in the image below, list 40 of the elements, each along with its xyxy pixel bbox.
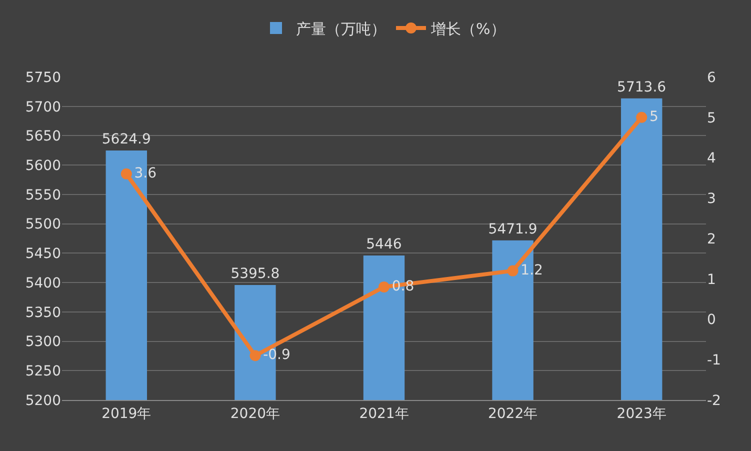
- y-tick-label: 5550: [25, 187, 61, 204]
- legend-label: 产量（万吨）: [296, 20, 386, 38]
- legend-label: 增长（%）: [430, 20, 506, 38]
- point: [507, 265, 518, 276]
- y-tick-label: 5450: [25, 246, 61, 262]
- data-label: 5395.8: [230, 266, 280, 282]
- y2-tick-label: 2: [707, 231, 716, 248]
- y2-tick-label: 4: [707, 150, 716, 167]
- data-label: 5: [649, 108, 658, 125]
- x-tick-label: 2023年: [616, 406, 666, 422]
- y-tick-label: 5500: [25, 216, 61, 233]
- data-label: 0.8: [392, 278, 414, 294]
- y2-tick-label: 0: [707, 312, 716, 328]
- y2-tick-label: 6: [707, 70, 716, 86]
- y2-tick-label: -2: [707, 392, 721, 409]
- y-tick-label: 5600: [25, 158, 61, 174]
- y2-tick-label: 3: [707, 191, 716, 208]
- y2-tick-label: -1: [707, 352, 721, 369]
- point: [378, 281, 390, 292]
- x-tick-label: 2022年: [488, 406, 538, 422]
- data-label: 5471.9: [488, 221, 538, 238]
- data-label: 5446: [366, 236, 402, 253]
- y2-tick-label: 1: [707, 272, 716, 288]
- y-tick-label: 5250: [25, 364, 61, 380]
- y-tick-label: 5350: [25, 304, 61, 321]
- data-label: 5624.9: [102, 131, 151, 148]
- y2-tick-label: 5: [707, 110, 716, 126]
- y-tick-label: 5750: [25, 70, 61, 86]
- y-tick-label: 5700: [25, 99, 61, 116]
- x-tick-label: 2019年: [102, 406, 152, 422]
- point: [636, 112, 648, 123]
- y-tick-label: 5650: [25, 128, 61, 145]
- x-tick-label: 2020年: [230, 406, 280, 422]
- data-label: 5713.6: [617, 79, 666, 96]
- x-tick-label: 2021年: [359, 406, 409, 422]
- point: [250, 350, 261, 362]
- y-tick-label: 5200: [25, 392, 61, 409]
- y-tick-label: 5400: [25, 275, 61, 292]
- y-tick-label: 5300: [25, 334, 61, 350]
- point: [120, 168, 132, 180]
